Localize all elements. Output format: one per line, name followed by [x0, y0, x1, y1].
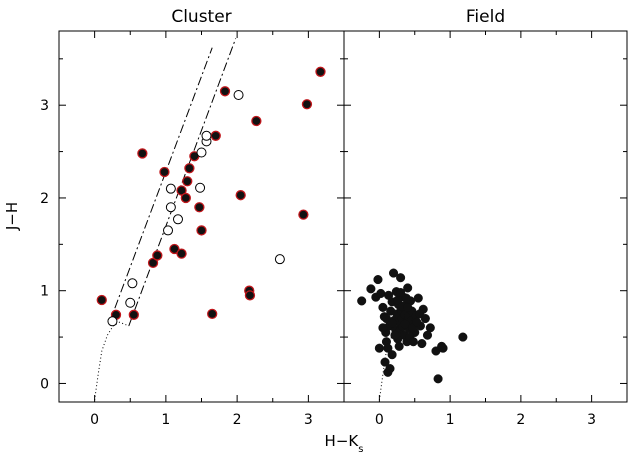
filled-circle-point [235, 190, 246, 201]
x-tick-label: 2 [516, 412, 525, 428]
filled-circle-point [251, 115, 262, 127]
plot-area [94, 38, 326, 401]
x-tick-label: 3 [304, 412, 313, 428]
y-tick-label: 0 [40, 376, 49, 392]
filled-circle-point [194, 202, 205, 213]
x-tick-label: 3 [587, 412, 596, 428]
open-circle-point [127, 278, 138, 289]
filled-circle-point [366, 284, 376, 294]
open-circle-point [195, 182, 206, 193]
filled-circle-point [373, 275, 383, 285]
y-tick-label: 3 [40, 98, 49, 114]
filled-circle-point [128, 309, 139, 320]
filled-circle-point [388, 268, 399, 278]
panel-field: Field 0 1 2 3 [343, 7, 628, 428]
filled-circle-point [219, 86, 231, 97]
filled-circle-point [408, 337, 418, 347]
filled-circle-point [387, 318, 397, 328]
filled-circle-point [357, 296, 367, 306]
panel-title: Field [466, 7, 505, 27]
filled-circle-point [412, 317, 422, 327]
y-tick-label: 1 [40, 284, 49, 300]
filled-circle-point [396, 273, 406, 283]
y-axis-label: J−H [3, 202, 21, 231]
filled-circle-point [415, 309, 425, 319]
filled-circle-point [396, 288, 406, 298]
x-tick-label: 1 [161, 412, 170, 428]
dash-dot-line [108, 47, 213, 325]
filled-circle-point [244, 290, 256, 301]
filled-circle-point [147, 257, 159, 269]
panel-cluster: Cluster 0 1 2 3 0 1 2 3 [40, 7, 345, 428]
filled-circle-point [169, 243, 180, 255]
open-circle-point [201, 130, 212, 141]
filled-circle-point [298, 209, 309, 220]
filled-circle-point [207, 308, 218, 320]
x-tick-label: 0 [375, 412, 384, 428]
dotted-curve [94, 321, 129, 401]
filled-circle-point [417, 339, 427, 349]
filled-circle-point [182, 176, 193, 187]
open-circle-point [196, 147, 207, 158]
x-axis-label: H−Ks [325, 432, 364, 455]
filled-circle-point [400, 319, 410, 329]
plot-area [357, 268, 468, 401]
filled-circle-point [159, 166, 170, 178]
open-circle-point [163, 225, 174, 236]
filled-circle-point [403, 283, 413, 293]
filled-circle-point [438, 343, 448, 353]
filled-circle-point [413, 293, 423, 303]
open-circle-point [125, 297, 136, 308]
open-circle-point [274, 254, 285, 265]
filled-circle-point [384, 290, 394, 300]
filled-circle-point [152, 250, 163, 261]
x-axis-label-subscript: s [358, 444, 363, 455]
open-circle-point [165, 183, 176, 194]
filled-circle-point [394, 341, 404, 351]
filled-circle-point [301, 99, 313, 110]
filled-circle-point [378, 302, 388, 312]
filled-circle-point [176, 185, 187, 196]
open-circle-point [233, 89, 244, 100]
filled-circle-point [390, 330, 400, 340]
filled-circle-point [315, 66, 326, 77]
open-circle-point [165, 202, 176, 213]
panel-title: Cluster [171, 7, 231, 27]
filled-circle-point [376, 288, 386, 299]
open-circle-point [172, 214, 183, 225]
filled-circle-point [176, 248, 187, 259]
x-tick-label: 1 [446, 412, 455, 428]
filled-circle-point [403, 302, 413, 312]
y-tick-label: 2 [40, 191, 49, 207]
filled-circle-point [374, 343, 384, 353]
x-tick-label: 2 [233, 412, 242, 428]
filled-circle-point [385, 364, 395, 374]
filled-circle-point [387, 350, 397, 360]
filled-circle-point [401, 293, 411, 303]
filled-circle-point [96, 294, 107, 306]
filled-circle-point [184, 163, 195, 174]
filled-circle-point [380, 357, 390, 367]
filled-circle-point [196, 225, 207, 236]
filled-circle-point [180, 192, 191, 204]
filled-circle-point [425, 323, 435, 333]
filled-circle-point [458, 332, 468, 342]
open-circle-point [107, 316, 118, 327]
filled-circle-point [137, 148, 148, 159]
filled-circle-point [378, 323, 388, 333]
x-tick-label: 0 [90, 412, 99, 428]
filled-circle-point [433, 374, 443, 384]
filled-circle-point [210, 130, 221, 141]
